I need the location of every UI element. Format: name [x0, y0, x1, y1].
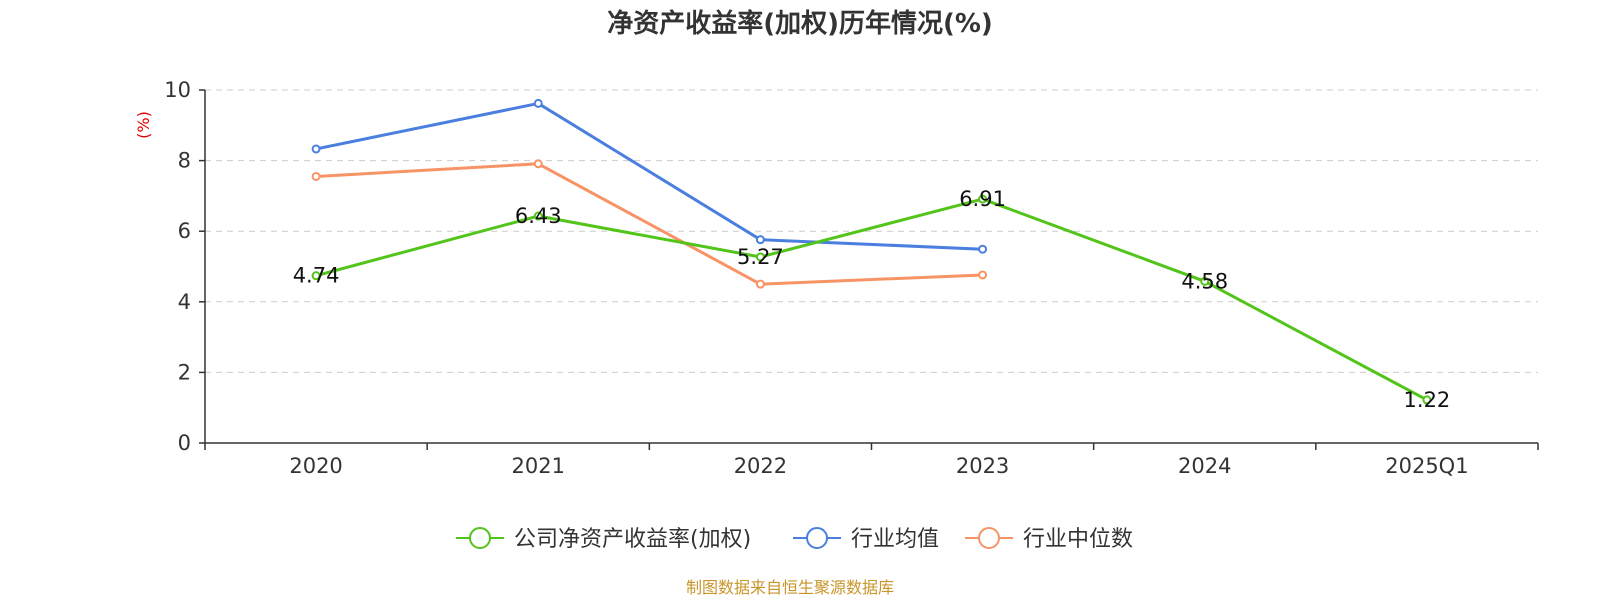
series-line [315, 197, 1428, 402]
x-tick-label: 2024 [1178, 454, 1231, 478]
source-note: 制图数据来自恒生聚源数据库 [686, 578, 894, 597]
data-label: 1.22 [1404, 388, 1451, 412]
series-line [315, 101, 983, 251]
legend-label: 行业均值 [851, 527, 939, 552]
legend[interactable]: 公司净资产收益率(加权) 行业均值 行业中位数 [456, 527, 1133, 552]
chart-title: 净资产收益率(加权)历年情况(%) [607, 8, 993, 39]
legend-item[interactable]: 公司净资产收益率(加权) [456, 527, 751, 552]
data-labels: 4.74 6.43 5.27 6.91 4.58 1.22 [293, 187, 1451, 412]
legend-label: 公司净资产收益率(加权) [514, 527, 751, 552]
data-point [311, 271, 321, 281]
data-point [311, 144, 321, 154]
y-tick-label: 6 [178, 219, 191, 243]
data-label: 4.74 [293, 264, 340, 288]
data-label: 5.27 [737, 245, 784, 269]
y-tick-label: 8 [178, 149, 191, 173]
grid-lines [205, 89, 1538, 373]
data-point [1422, 395, 1432, 405]
x-tick-label: 2021 [512, 454, 565, 478]
data-point [1200, 276, 1210, 286]
data-point [755, 279, 765, 289]
y-tick-label: 2 [178, 360, 191, 384]
x-tick-label: 2025Q1 [1385, 454, 1468, 478]
data-point [755, 252, 765, 262]
legend-item[interactable]: 行业均值 [793, 527, 939, 552]
data-point [533, 211, 543, 221]
x-tick-label: 2023 [956, 454, 1009, 478]
data-point [533, 159, 543, 169]
legend-label: 行业中位数 [1023, 527, 1133, 552]
data-point [533, 98, 543, 108]
legend-marker [469, 527, 491, 549]
data-label: 4.58 [1181, 269, 1228, 293]
x-tick-label: 2020 [289, 454, 342, 478]
y-tick-label: 0 [178, 431, 191, 455]
series-layer [311, 98, 1432, 405]
data-point [311, 171, 321, 181]
y-tick-label: 4 [178, 290, 191, 314]
legend-marker [978, 527, 1000, 549]
y-tick-label: 10 [164, 78, 191, 102]
data-point [978, 270, 988, 280]
data-point [978, 194, 988, 204]
data-point [978, 244, 988, 254]
legend-item[interactable]: 行业中位数 [965, 527, 1133, 552]
data-label: 6.91 [959, 187, 1006, 211]
data-label: 6.43 [515, 204, 562, 228]
y-axis-label: (%) [134, 111, 153, 139]
x-tick-label: 2022 [734, 454, 787, 478]
legend-marker [806, 527, 828, 549]
series-line [315, 162, 983, 286]
data-point [755, 235, 765, 245]
axes: 0 2 4 6 8 10 2020 2021 2022 2023 2024 2025Q1 [164, 78, 1539, 478]
